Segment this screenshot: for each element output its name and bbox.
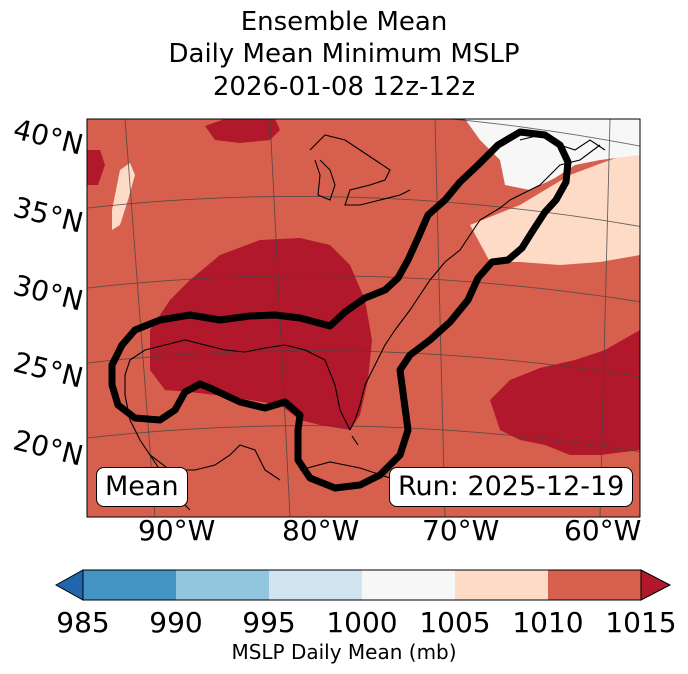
lon-label-90w: 90°W bbox=[138, 514, 216, 547]
parallel-20n bbox=[87, 425, 640, 453]
field-high-region-north bbox=[205, 119, 280, 143]
title-line-1: Ensemble Mean bbox=[240, 7, 448, 37]
parallel-35n bbox=[87, 195, 640, 227]
run-date-label: Run: 2025-12-19 bbox=[389, 467, 634, 507]
colorbar-tick-1005: 1005 bbox=[419, 606, 491, 639]
colorbar-tick-995: 995 bbox=[242, 606, 296, 639]
meridian-90w bbox=[124, 119, 156, 517]
colorbar-tick-990: 990 bbox=[149, 606, 203, 639]
colorbar bbox=[54, 569, 672, 601]
coastline-great-lakes bbox=[309, 134, 411, 206]
probability-contour bbox=[108, 128, 572, 492]
colorbar-segment-1010-1015 bbox=[548, 570, 641, 600]
parallel-30n bbox=[87, 275, 640, 303]
field-high-region-gulf bbox=[150, 238, 372, 430]
parallel-40n bbox=[447, 119, 640, 147]
colorbar-extend-high bbox=[640, 569, 672, 601]
graticule bbox=[87, 119, 640, 517]
colorbar-extend-low bbox=[54, 569, 84, 601]
colorbar-frame bbox=[82, 569, 642, 601]
map-frame bbox=[86, 118, 641, 518]
field-light-region-northeast bbox=[470, 150, 640, 265]
parallel-25n bbox=[87, 350, 640, 378]
lon-label-80w: 80°W bbox=[282, 514, 360, 547]
colorbar-segment-985-990 bbox=[83, 570, 176, 600]
colorbar-segment-1005-1010 bbox=[455, 570, 548, 600]
colorbar-segment-990-995 bbox=[176, 570, 269, 600]
coastline-gulf bbox=[124, 339, 351, 481]
meridian-60w bbox=[599, 119, 611, 517]
colorbar-tick-985: 985 bbox=[56, 606, 110, 639]
coastline-great-lakes-south bbox=[314, 159, 336, 201]
field-high-region-northwest bbox=[87, 150, 105, 185]
title-line-3: 2026-01-08 12z-12z bbox=[212, 72, 476, 102]
coastline-florida-keys bbox=[351, 435, 359, 446]
title-line-2: Daily Mean Minimum MSLP bbox=[168, 39, 520, 69]
colorbar-tick-1000: 1000 bbox=[326, 606, 398, 639]
mslp-field bbox=[87, 119, 640, 517]
colorbar-tick-1015: 1015 bbox=[605, 606, 677, 639]
colorbar-label: MSLP Daily Mean (mb) bbox=[231, 640, 457, 664]
colorbar-tick-1010: 1010 bbox=[512, 606, 584, 639]
lon-label-70w: 70°W bbox=[422, 514, 500, 547]
meridian-70w bbox=[434, 119, 446, 517]
mean-label: Mean bbox=[96, 467, 188, 507]
colorbar-segment-995-1000 bbox=[269, 570, 362, 600]
coastline-east-us bbox=[349, 144, 601, 431]
colorbar-segment-1000-1005 bbox=[362, 570, 455, 600]
lon-label-60w: 60°W bbox=[564, 514, 642, 547]
